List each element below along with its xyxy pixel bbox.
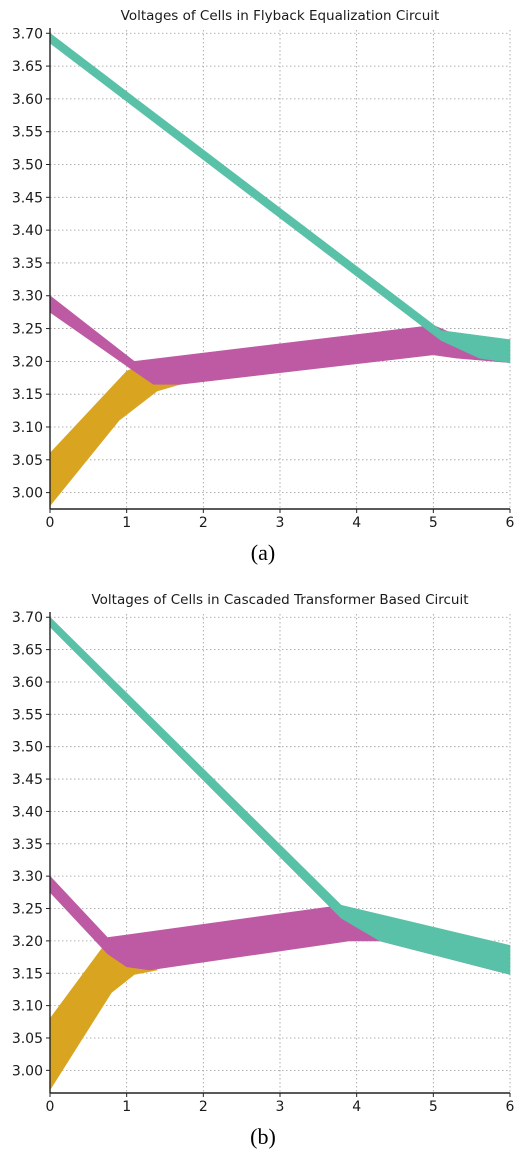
series-band-2 <box>49 875 511 975</box>
y-tick-label: 3.25 <box>12 322 43 338</box>
y-tick-label: 3.35 <box>12 256 43 272</box>
y-tick-label: 3.70 <box>12 26 43 42</box>
grid-lines <box>50 30 511 509</box>
y-tick-label: 3.10 <box>12 420 43 436</box>
series-band-3 <box>49 616 511 975</box>
x-tick-label: 0 <box>46 515 55 531</box>
x-tick-label: 2 <box>199 515 208 531</box>
y-tick-label: 3.15 <box>12 966 43 982</box>
y-tick-label: 3.55 <box>12 125 43 141</box>
x-tick-label: 1 <box>122 1099 131 1115</box>
y-tick-label: 3.35 <box>12 837 43 853</box>
y-tick-label: 3.50 <box>12 158 43 174</box>
series-bands <box>49 32 511 507</box>
chart-caption: (b) <box>250 1124 276 1149</box>
series-bands <box>49 616 511 1091</box>
x-tick-label: 5 <box>429 1099 438 1115</box>
y-tick-label: 3.20 <box>12 934 43 950</box>
chart-panel-a: 0 1 2 3 4 5 6 3.70 3.65 3.60 3.55 3.50 3.45 3.40 3.35 3… <box>0 0 515 576</box>
x-tick-label: 4 <box>352 515 361 531</box>
y-tick-label: 3.45 <box>12 190 43 206</box>
chart-cascaded-transformer: 0 1 2 3 4 5 6 3.70 3.65 3.60 3.55 3.50 3.45 3.40 3.35 3… <box>12 592 515 1149</box>
y-tick-label: 3.65 <box>12 59 43 75</box>
y-tick-label: 3.05 <box>12 1031 43 1047</box>
axes <box>46 612 511 1097</box>
x-tick-label: 3 <box>276 515 285 531</box>
y-tick-label: 3.45 <box>12 772 43 788</box>
chart-panel-b: 0 1 2 3 4 5 6 3.70 3.65 3.60 3.55 3.50 3.45 3.40 3.35 3… <box>0 584 515 1160</box>
y-tick-label: 3.65 <box>12 643 43 659</box>
y-tick-label: 3.70 <box>12 610 43 626</box>
y-tick-label: 3.10 <box>12 999 43 1015</box>
x-tick-label: 4 <box>352 1099 361 1115</box>
x-tick-label: 5 <box>429 515 438 531</box>
y-tick-label: 3.55 <box>12 707 43 723</box>
series-band-2 <box>49 295 511 385</box>
y-tick-label: 3.60 <box>12 92 43 108</box>
y-tick-label: 3.15 <box>12 387 43 403</box>
chart-caption: (a) <box>251 540 275 565</box>
x-tick-label: 3 <box>276 1099 285 1115</box>
tick-labels: 0 1 2 3 4 5 6 3.70 3.65 3.60 3.55 3.50 3.45 3.40 3.35 3… <box>12 610 515 1115</box>
tick-labels: 0 1 2 3 4 5 6 3.70 3.65 3.60 3.55 3.50 3.45 3.40 3.35 3… <box>12 26 515 531</box>
y-tick-label: 3.30 <box>12 289 43 305</box>
chart-title: Voltages of Cells in Cascaded Transforme… <box>91 592 468 608</box>
x-tick-label: 2 <box>199 1099 208 1115</box>
y-tick-label: 3.05 <box>12 453 43 469</box>
y-tick-label: 3.40 <box>12 804 43 820</box>
series-band-3 <box>49 32 511 364</box>
x-tick-label: 6 <box>506 1099 515 1115</box>
axes <box>46 28 511 513</box>
x-tick-label: 0 <box>46 1099 55 1115</box>
y-tick-label: 3.20 <box>12 354 43 370</box>
x-tick-label: 1 <box>122 515 131 531</box>
x-tick-label: 6 <box>506 515 515 531</box>
y-tick-label: 3.25 <box>12 902 43 918</box>
chart-flyback-equalization: 0 1 2 3 4 5 6 3.70 3.65 3.60 3.55 3.50 3.45 3.40 3.35 3… <box>12 8 515 565</box>
chart-title: Voltages of Cells in Flyback Equalizatio… <box>121 8 440 24</box>
y-tick-label: 3.00 <box>12 486 43 502</box>
series-band-1 <box>49 361 181 507</box>
y-tick-label: 3.50 <box>12 740 43 756</box>
y-tick-label: 3.60 <box>12 675 43 691</box>
y-tick-label: 3.40 <box>12 223 43 239</box>
y-tick-label: 3.30 <box>12 869 43 885</box>
y-tick-label: 3.00 <box>12 1063 43 1079</box>
